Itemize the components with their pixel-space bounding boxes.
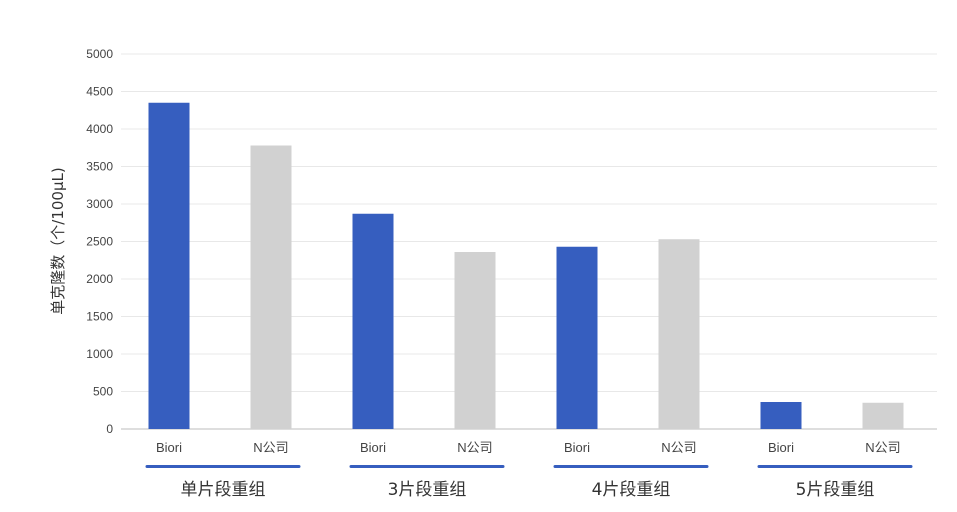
bar-category-label: N公司 (253, 440, 288, 455)
y-tick-label: 5000 (86, 47, 113, 61)
bar-n-company (250, 145, 292, 429)
bar-n-company (454, 252, 496, 429)
bars-layer (148, 102, 904, 429)
y-tick-label: 2000 (86, 272, 113, 286)
group-label: 3片段重组 (388, 480, 467, 500)
y-axis-ticks: 0 500 1000 1500 2000 2500 3000 3500 4000 4500 5000 (86, 47, 113, 436)
bar-category-label: N公司 (661, 440, 696, 455)
y-tick-label: 0 (106, 422, 113, 436)
y-tick-label: 500 (93, 385, 113, 399)
bar-category-label: Biori (768, 440, 794, 455)
group-label: 5片段重组 (796, 480, 875, 500)
group-label: 单片段重组 (181, 480, 266, 500)
y-tick-label: 4000 (86, 122, 113, 136)
bar-category-label: Biori (360, 440, 386, 455)
y-tick-label: 3000 (86, 197, 113, 211)
bar-n-company (862, 402, 904, 429)
bar-category-label: Biori (564, 440, 590, 455)
y-tick-label: 4500 (86, 85, 113, 99)
bar-category-label: Biori (156, 440, 182, 455)
bar-category-label: N公司 (865, 440, 900, 455)
bar-category-label: N公司 (457, 440, 492, 455)
y-tick-label: 1500 (86, 310, 113, 324)
bar-biori (352, 213, 394, 429)
bar-biori (760, 402, 802, 429)
y-axis-label: 单克隆数（个/100μL) (49, 167, 67, 314)
y-tick-label: 2500 (86, 235, 113, 249)
grid-layer (121, 53, 937, 430)
y-tick-label: 1000 (86, 347, 113, 361)
bar-n-company (658, 239, 700, 429)
bar-biori (556, 246, 598, 429)
group-label: 4片段重组 (592, 480, 671, 500)
bar-biori (148, 102, 190, 429)
y-tick-label: 3500 (86, 160, 113, 174)
